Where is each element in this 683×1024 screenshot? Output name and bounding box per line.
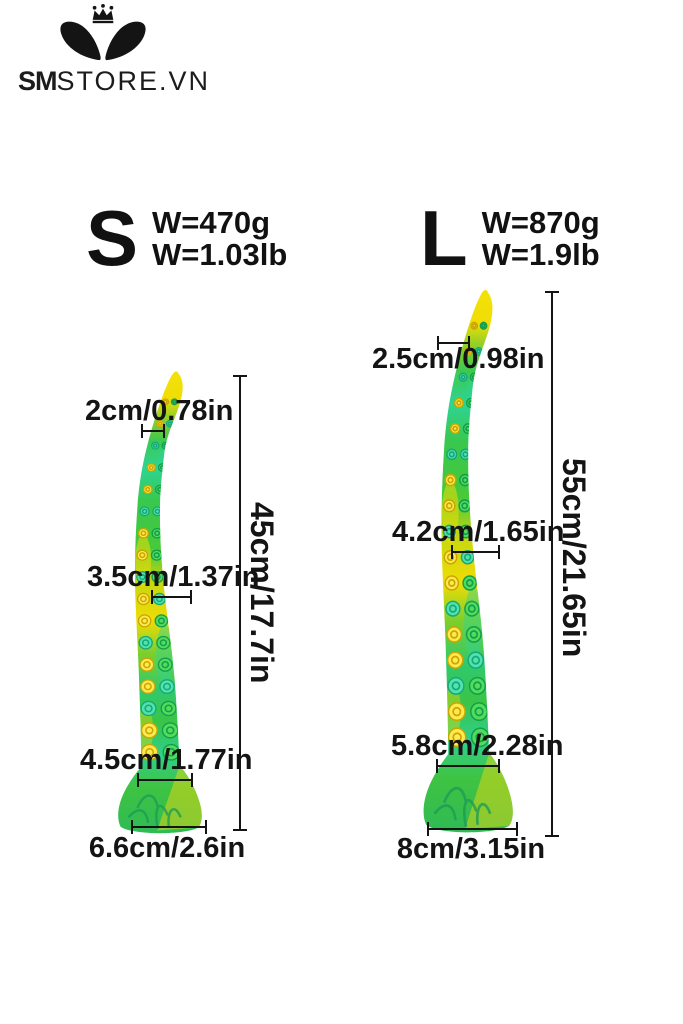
tip-width-label-s: 2cm/0.78in	[85, 395, 234, 427]
tip-width-bracket-l	[437, 336, 470, 350]
bow-crown-icon	[60, 4, 146, 61]
tip-width-bracket-s	[141, 424, 165, 438]
brand-logo: SMSTORE.VN	[18, 4, 208, 96]
lower-width-bracket-l	[436, 759, 500, 773]
mid-width-label-l: 4.2cm/1.65in	[392, 516, 565, 548]
base-width-bracket-s	[131, 820, 207, 834]
size-l-weight-grams: W=870g	[481, 205, 600, 240]
length-dim-line-l	[545, 291, 559, 837]
mid-width-bracket-s	[151, 590, 192, 604]
tentacle-product-s-image	[118, 371, 202, 834]
brand-name-bold: SM	[18, 66, 57, 96]
lower-width-bracket-s	[137, 773, 193, 787]
length-dim-line-s	[233, 375, 247, 831]
size-s-letter: S	[86, 194, 139, 282]
length-label-s: 45cm/17.7in	[244, 502, 280, 684]
mid-width-bracket-l	[451, 545, 500, 559]
brand-name: SMSTORE.VN	[18, 66, 208, 96]
size-l-letter: L	[420, 194, 468, 282]
size-l-header: L W=870g W=1.9lb	[420, 194, 600, 282]
brand-name-rest: STORE.VN	[56, 66, 211, 96]
base-width-bracket-l	[427, 822, 518, 836]
mid-width-label-s: 3.5cm/1.37in	[87, 561, 260, 593]
tip-width-label-l: 2.5cm/0.98in	[372, 343, 545, 375]
lower-width-label-s: 4.5cm/1.77in	[80, 744, 253, 776]
size-s-header: S W=470g W=1.03lb	[86, 194, 288, 282]
lower-width-label-l: 5.8cm/2.28in	[391, 730, 564, 762]
length-label-l: 55cm/21.65in	[556, 458, 592, 658]
base-width-label-s: 6.6cm/2.6in	[88, 832, 246, 864]
size-s-weight-grams: W=470g	[152, 205, 271, 240]
size-l-weight-pounds: W=1.9lb	[481, 237, 600, 272]
size-s-weight-pounds: W=1.03lb	[152, 237, 288, 272]
base-width-label-l: 8cm/3.15in	[396, 833, 546, 865]
